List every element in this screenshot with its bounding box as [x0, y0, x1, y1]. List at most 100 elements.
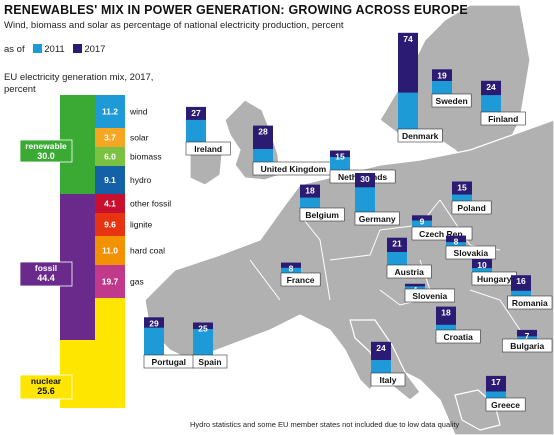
mix-group-box-nuclear	[19, 374, 73, 400]
mix-label-lignite: lignite	[130, 220, 152, 230]
mix-label-other fossil: other fossil	[130, 199, 171, 209]
chart-title: RENEWABLES' MIX IN POWER GENERATION: GRO…	[4, 3, 468, 17]
legend-swatch-2011	[33, 44, 43, 53]
mix-value-gas: 19.7	[102, 277, 119, 287]
value-label-hungary: 10	[477, 260, 487, 270]
bar-2011-finland	[481, 95, 501, 112]
bar-group-united-kingdom: 28 United Kingdom	[252, 125, 335, 176]
bar-2011-hungary	[472, 268, 492, 272]
bar-2011-czech-rep	[412, 220, 432, 227]
country-label-bulgaria: Bulgaria	[510, 341, 544, 351]
value-label-poland: 15	[457, 183, 467, 193]
country-label-slovakia: Slovakia	[454, 248, 489, 258]
bar-2011-france	[281, 267, 301, 273]
country-label-spain: Spain	[198, 357, 221, 367]
country-label-greece: Greece	[491, 400, 520, 410]
bar-group-italy: 24 Italy	[370, 341, 406, 387]
value-label-czech-rep: 9	[420, 216, 425, 226]
bar-group-greece: 17 Greece	[485, 375, 526, 412]
value-label-finland: 24	[486, 82, 496, 92]
value-label-germany: 30	[360, 174, 370, 184]
mix-segment-other fossil	[95, 194, 125, 213]
country-label-box-italy	[370, 372, 406, 387]
country-label-finland: Finland	[488, 114, 518, 124]
value-label-denmark: 74	[403, 34, 413, 44]
mix-group-value-renewable: 30.0	[37, 151, 55, 161]
country-label-france: France	[287, 275, 315, 285]
mix-title: EU electricity generation mix, 2017, per…	[4, 72, 154, 95]
country-label-slovenia: Slovenia	[412, 291, 447, 301]
country-label-denmark: Denmark	[402, 131, 439, 141]
mix-label-gas: gas	[130, 277, 144, 287]
bar-group-portugal: 29 Portugal	[143, 317, 194, 369]
value-label-netherlands: 15	[335, 152, 345, 162]
mix-label-hard coal: hard coal	[130, 246, 165, 256]
bar-2017-slovakia	[446, 235, 466, 246]
mix-value-lignite: 9.6	[104, 220, 116, 230]
bar-group-romania: 16 Romania	[507, 275, 553, 310]
country-label-romania: Romania	[512, 298, 548, 308]
mix-segment-gas	[95, 265, 125, 298]
value-label-ireland: 27	[191, 108, 201, 118]
bar-2011-italy	[371, 360, 391, 373]
bar-2011-united-kingdom	[253, 149, 273, 162]
country-label-belgium: Belgium	[305, 210, 339, 220]
mix-segment-hydro	[95, 166, 125, 194]
value-label-bulgaria: 7	[525, 331, 530, 341]
bar-group-germany: 30 Germany	[354, 173, 400, 226]
bar-2011-portugal	[144, 327, 164, 355]
country-label-czech-rep: Czech Rep.	[419, 229, 465, 239]
legend-label-2017: 2017	[84, 44, 106, 55]
mix-value-hydro: 9.1	[104, 175, 116, 185]
country-label-germany: Germany	[359, 214, 396, 224]
bar-2011-slovakia	[446, 242, 466, 246]
mix-group-value-nuclear: 25.6	[37, 386, 55, 396]
mix-value-hard coal: 11.0	[102, 246, 118, 256]
country-label-box-spain	[192, 354, 228, 369]
country-label-italy: Italy	[379, 375, 396, 385]
mix-group-label-fossil: fossil	[35, 263, 57, 273]
mix-segment-hard coal	[95, 236, 125, 265]
country-label-hungary: Hungary	[477, 274, 512, 284]
bar-2011-slovenia	[405, 286, 425, 289]
bar-group-slovenia: 4Slovenia	[404, 283, 455, 303]
country-label-box-poland	[451, 200, 492, 215]
mix-group-box-fossil	[19, 261, 73, 287]
mix-segment-wind	[95, 95, 125, 128]
mix-value-biomass: 6.0	[104, 152, 116, 162]
bar-group-austria: 21 Austria	[386, 237, 432, 279]
country-label-box-slovakia	[445, 245, 496, 260]
country-label-box-germany	[354, 211, 400, 226]
country-label-box-croatia	[435, 329, 481, 344]
footnote: Hydro statistics and some EU member stat…	[190, 420, 460, 429]
value-label-austria: 21	[392, 239, 402, 249]
mix-segment-nuclear	[95, 298, 125, 408]
bar-2011-sweden	[432, 81, 452, 94]
mix-value-other fossil: 4.1	[104, 199, 116, 209]
bar-group-belgium: 18 Belgium	[299, 184, 345, 222]
bar-group-poland: 15 Poland	[451, 181, 492, 215]
bar-group-croatia: 18 Croatia	[435, 306, 481, 344]
bar-2011-spain	[193, 329, 213, 355]
mix-segment-solar	[95, 128, 125, 147]
country-label-box-bulgaria	[502, 338, 553, 353]
mix-value-solar: 3.7	[104, 133, 116, 143]
value-label-spain: 25	[198, 324, 208, 334]
value-label-italy: 24	[376, 343, 386, 353]
value-label-sweden: 19	[437, 70, 447, 80]
bar-2011-netherlands	[330, 157, 350, 170]
country-label-box-belgium	[299, 207, 345, 222]
bar-group-sweden: 19 Sweden	[431, 69, 472, 108]
country-label-box-ireland	[185, 141, 231, 156]
value-label-romania: 16	[516, 276, 526, 286]
bar-2011-germany	[355, 187, 375, 212]
country-label-box-austria	[386, 264, 432, 279]
legend: as of 2011 2017	[4, 44, 105, 55]
mix-label-hydro: hydro	[130, 175, 152, 185]
country-label-box-finland	[480, 111, 526, 126]
